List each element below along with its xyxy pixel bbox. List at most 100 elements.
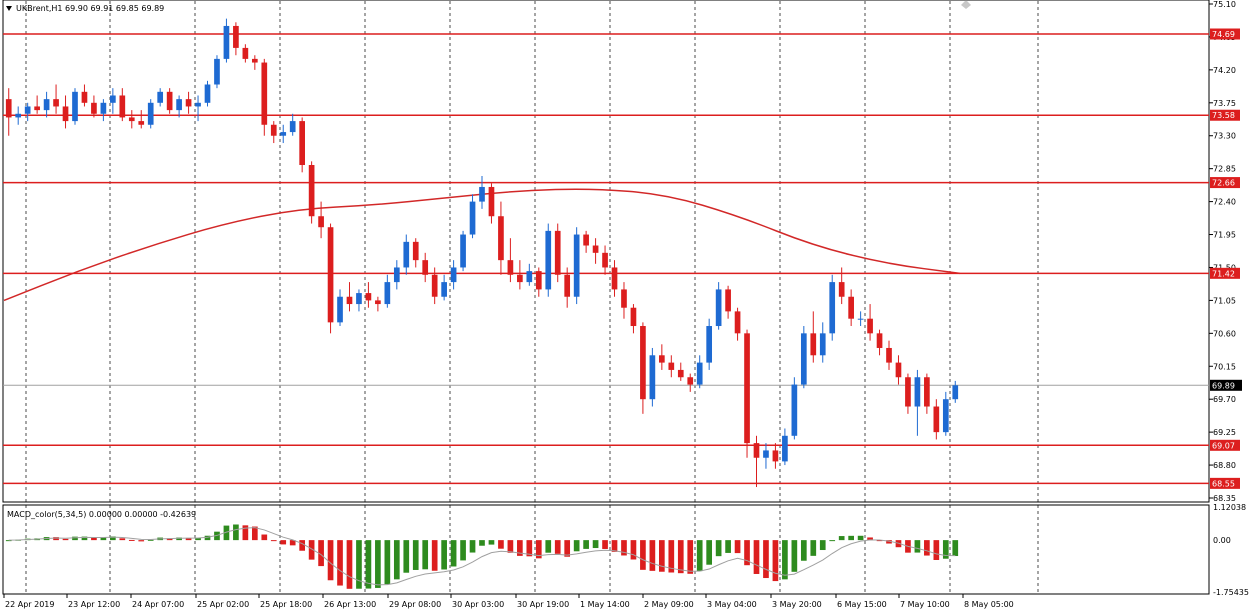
main-chart-frame bbox=[2, 0, 1210, 503]
macd-bar bbox=[535, 540, 542, 559]
price-axis: 75.1074.6574.2073.7573.3072.8572.4071.95… bbox=[1209, 0, 1236, 503]
macd-bar bbox=[91, 537, 97, 541]
level-tag bbox=[1210, 177, 1240, 189]
candle bbox=[488, 183, 495, 224]
time-tick-label: 23 Apr 12:00 bbox=[68, 600, 120, 609]
candle bbox=[100, 99, 107, 122]
macd-bar bbox=[233, 524, 239, 541]
time-tick-label: 3 May 20:00 bbox=[772, 600, 822, 609]
time-tick-label: 7 May 10:00 bbox=[900, 600, 950, 609]
macd-bar bbox=[280, 540, 287, 545]
macd-bar bbox=[602, 540, 608, 549]
candle bbox=[53, 84, 59, 114]
macd-bar bbox=[166, 538, 173, 541]
candle bbox=[119, 88, 126, 122]
macd-bar bbox=[848, 535, 854, 541]
candle bbox=[110, 88, 116, 114]
macd-bar bbox=[942, 540, 949, 559]
level-tag bbox=[1210, 109, 1240, 121]
candle bbox=[677, 362, 684, 381]
scroll-marker-icon[interactable] bbox=[961, 0, 971, 9]
macd-bar bbox=[384, 540, 391, 585]
time-tick-label: 3 May 04:00 bbox=[707, 600, 757, 609]
candle bbox=[696, 355, 703, 389]
macd-bar bbox=[81, 536, 88, 541]
candle bbox=[848, 289, 854, 327]
candle bbox=[715, 282, 722, 330]
triangle-down-icon[interactable] bbox=[6, 6, 12, 11]
candle bbox=[431, 267, 438, 305]
candle bbox=[375, 296, 381, 312]
macd-bar bbox=[422, 540, 429, 570]
macd-bar bbox=[649, 540, 656, 571]
candle bbox=[15, 106, 22, 125]
candle bbox=[233, 22, 239, 56]
macd-bar bbox=[270, 540, 277, 542]
macd-bar bbox=[753, 540, 760, 574]
candle bbox=[72, 88, 78, 125]
time-tick-label: 26 Apr 13:00 bbox=[324, 600, 376, 609]
price-tick-label: 68.80 bbox=[1213, 461, 1236, 470]
macd-bar bbox=[744, 540, 750, 566]
macd-bar bbox=[53, 537, 59, 541]
macd-bar bbox=[412, 540, 419, 570]
macd-bar bbox=[677, 540, 684, 574]
macd-bar bbox=[128, 539, 135, 541]
macd-bar bbox=[782, 540, 788, 580]
level-tag-label: 68.55 bbox=[1212, 479, 1235, 488]
candle bbox=[422, 252, 429, 283]
macd-bar bbox=[138, 540, 145, 542]
candle bbox=[630, 304, 637, 334]
candle bbox=[403, 234, 410, 275]
level-tag-label: 73.58 bbox=[1212, 111, 1235, 120]
horizontal-levels[interactable] bbox=[3, 33, 1209, 485]
candle bbox=[791, 377, 798, 440]
candle bbox=[886, 340, 892, 370]
candle bbox=[223, 18, 230, 63]
macd-bar bbox=[914, 540, 921, 553]
macd-bar bbox=[838, 536, 845, 541]
time-tick-label: 30 Apr 03:00 bbox=[452, 600, 504, 609]
candle bbox=[261, 58, 268, 136]
macd-bar bbox=[488, 540, 495, 545]
macd-bar bbox=[299, 540, 305, 551]
macd-bar bbox=[659, 540, 665, 572]
price-tick-label: 71.05 bbox=[1213, 296, 1236, 305]
candle bbox=[706, 318, 713, 370]
macd-bar bbox=[242, 525, 249, 541]
macd-axis: 1.12038 0.00 -1.75435 bbox=[1213, 503, 1249, 597]
candle bbox=[753, 435, 760, 488]
macd-bar bbox=[337, 540, 343, 586]
candle bbox=[573, 227, 580, 305]
level-tag-label: 72.66 bbox=[1212, 179, 1235, 188]
macd-bar bbox=[867, 537, 873, 541]
candle bbox=[640, 322, 646, 414]
candle bbox=[166, 88, 173, 114]
candle bbox=[327, 223, 334, 334]
candle bbox=[659, 344, 665, 370]
candle bbox=[176, 95, 182, 118]
macd-bar bbox=[554, 540, 561, 554]
time-tick-label: 1 May 14:00 bbox=[580, 600, 630, 609]
candle bbox=[346, 282, 353, 312]
level-tag-label: 69.07 bbox=[1212, 441, 1235, 450]
candle bbox=[668, 355, 675, 378]
candle bbox=[952, 380, 959, 403]
macd-bar bbox=[583, 540, 589, 549]
candle bbox=[128, 110, 135, 129]
candle bbox=[450, 260, 457, 290]
candle bbox=[251, 55, 258, 70]
price-tick-label: 72.85 bbox=[1213, 165, 1236, 174]
candle bbox=[460, 230, 466, 272]
macd-bar bbox=[810, 540, 817, 556]
time-tick-label: 25 Apr 02:00 bbox=[197, 600, 249, 609]
price-tick-label: 73.30 bbox=[1213, 132, 1236, 141]
candle bbox=[782, 428, 788, 466]
candle bbox=[393, 260, 400, 290]
candle bbox=[734, 307, 741, 341]
candle bbox=[308, 161, 315, 224]
macd-bar bbox=[72, 536, 78, 541]
candle bbox=[412, 238, 419, 268]
candle bbox=[299, 117, 305, 173]
